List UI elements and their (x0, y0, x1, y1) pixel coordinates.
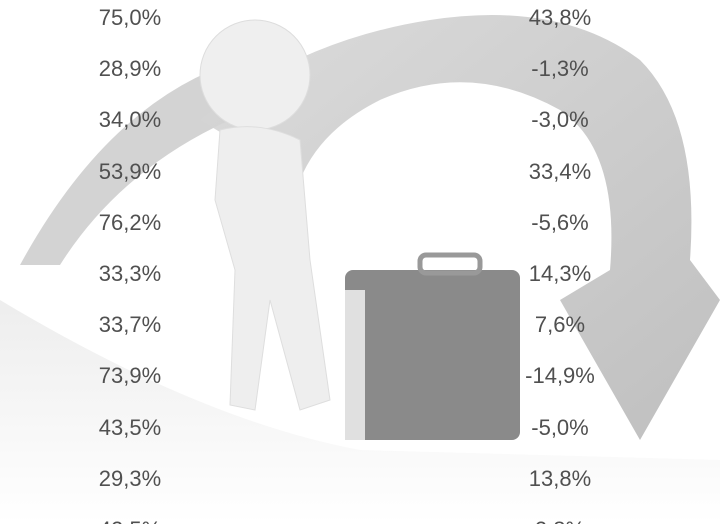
value-cell: 76,2% (99, 210, 161, 236)
value-cell: 33,3% (99, 261, 161, 287)
value-cell: 34,0% (99, 107, 161, 133)
value-cell: -3,0% (531, 107, 588, 133)
value-cell: 42,5% (99, 517, 161, 524)
figure-body (215, 127, 330, 410)
briefcase-edge (345, 290, 365, 440)
value-cell: 43,8% (529, 5, 591, 31)
value-cell: 53,9% (99, 159, 161, 185)
value-cell: 33,4% (529, 159, 591, 185)
figure-head (200, 20, 310, 130)
value-cell: -5,6% (531, 210, 588, 236)
page: 75,0% 43,8% 28,9% -1,3% 34,0% -3,0% 53,9% 33,4%… (0, 0, 720, 524)
value-cell: 73,9% (99, 363, 161, 389)
value-cell: 29,3% (99, 466, 161, 492)
value-cell: 75,0% (99, 5, 161, 31)
value-cell: 43,5% (99, 415, 161, 441)
value-cell: 2,8% (535, 517, 585, 524)
value-cell: 7,6% (535, 312, 585, 338)
value-cell: 33,7% (99, 312, 161, 338)
briefcase (345, 270, 520, 440)
value-cell: 14,3% (529, 261, 591, 287)
value-cell: -1,3% (531, 56, 588, 82)
value-cell: 13,8% (529, 466, 591, 492)
value-cell: -5,0% (531, 415, 588, 441)
value-cell: 28,9% (99, 56, 161, 82)
value-cell: -14,9% (525, 363, 595, 389)
